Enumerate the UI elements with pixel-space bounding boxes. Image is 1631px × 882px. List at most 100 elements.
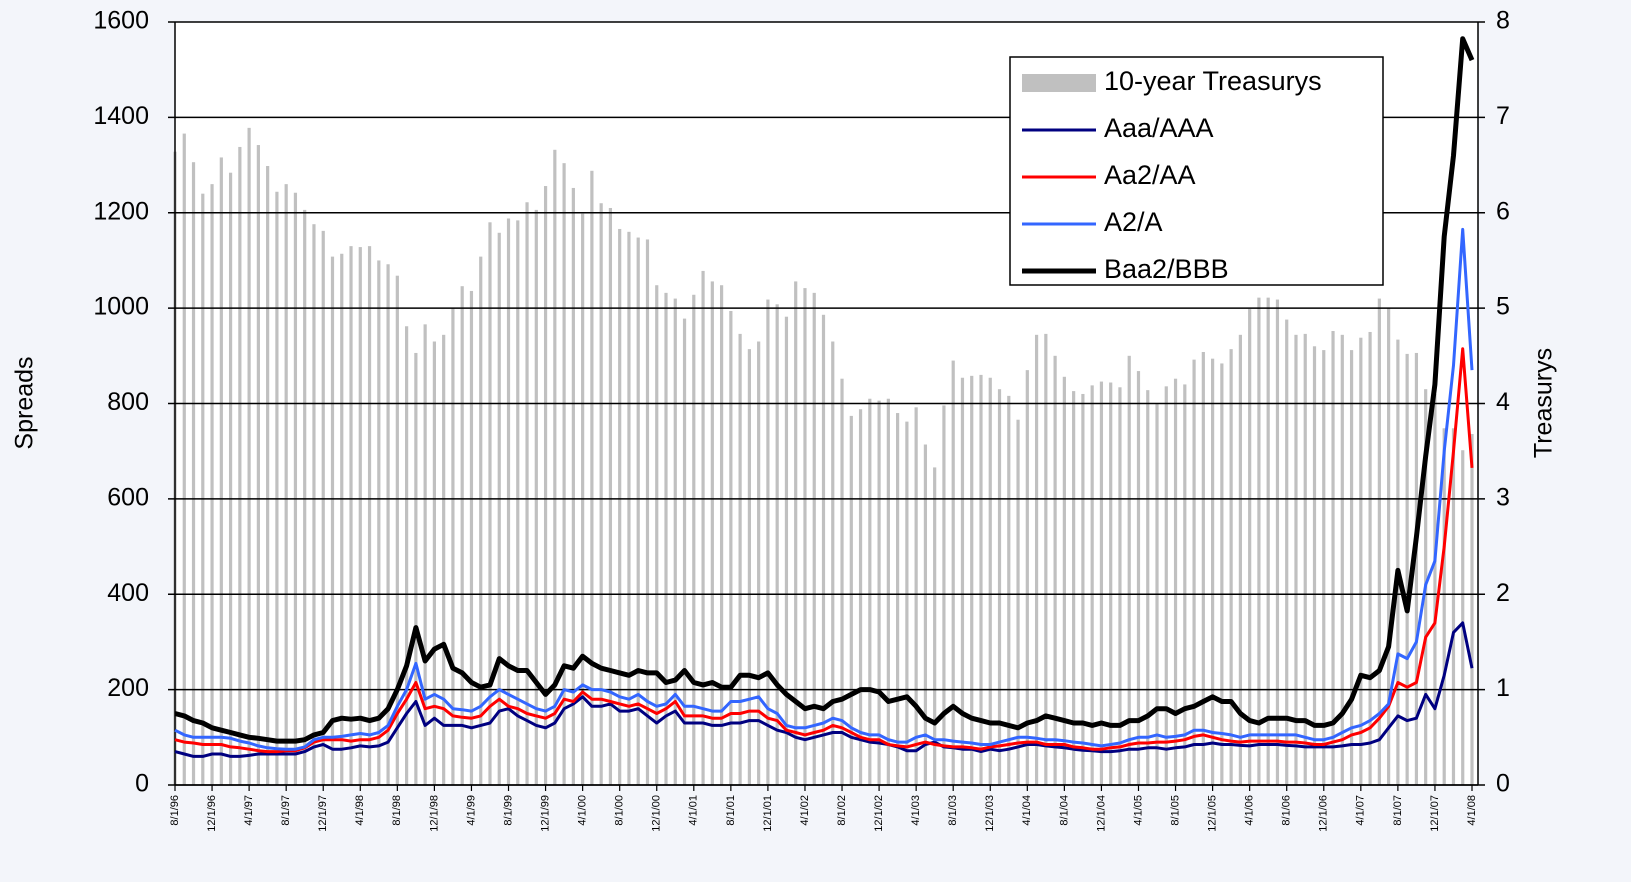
bar <box>1470 434 1474 785</box>
bar <box>405 326 409 785</box>
bar <box>1034 334 1039 785</box>
x-tick-label: 8/1/02 <box>836 795 848 826</box>
bar <box>858 409 863 785</box>
bar <box>395 275 399 785</box>
x-tick-label: 12/1/00 <box>651 795 663 832</box>
bar <box>747 349 751 785</box>
x-tick-label: 12/1/07 <box>1429 795 1441 832</box>
x-tick-label: 4/1/00 <box>577 795 589 826</box>
bar <box>1164 386 1168 785</box>
bar <box>349 246 353 786</box>
y-tick-label: 200 <box>107 674 149 702</box>
bar <box>1285 319 1289 785</box>
bar <box>979 374 983 785</box>
bar <box>1201 351 1205 785</box>
bar <box>275 191 279 785</box>
bar <box>432 341 436 785</box>
bar <box>627 231 631 785</box>
bar <box>386 264 390 785</box>
bar <box>284 184 288 785</box>
bar <box>330 256 335 785</box>
bar <box>497 232 501 785</box>
x-tick-label: 8/1/04 <box>1058 795 1070 826</box>
x-tick-label: 4/1/99 <box>465 795 477 826</box>
bar <box>488 222 492 786</box>
bar <box>469 290 474 785</box>
bar <box>738 333 742 785</box>
x-tick-label: 12/1/97 <box>317 795 329 832</box>
bar <box>877 400 881 785</box>
bar <box>1044 333 1048 785</box>
bar <box>1442 428 1446 785</box>
bar <box>729 310 733 785</box>
bar <box>794 281 798 785</box>
y2-tick-label: 5 <box>1496 293 1510 321</box>
bar <box>970 375 974 785</box>
bar <box>377 260 381 785</box>
x-tick-label: 8/1/99 <box>502 795 514 826</box>
bar <box>210 184 214 785</box>
bar <box>256 145 260 785</box>
bar <box>367 246 372 786</box>
bar <box>1025 370 1029 785</box>
bar <box>1053 355 1057 785</box>
bar <box>293 192 298 785</box>
bar <box>664 292 668 785</box>
bar <box>562 163 566 785</box>
bar <box>1433 393 1437 785</box>
bar <box>655 285 659 785</box>
bar <box>516 220 520 785</box>
bar <box>821 314 826 785</box>
legend-label: Aaa/AAA <box>1104 113 1214 143</box>
bar <box>1192 359 1196 785</box>
x-tick-label: 12/1/03 <box>984 795 996 832</box>
bar <box>590 170 594 785</box>
x-tick-label: 4/1/07 <box>1355 795 1367 826</box>
x-tick-label: 4/1/06 <box>1244 795 1256 826</box>
x-tick-label: 8/1/98 <box>391 795 403 826</box>
series-line <box>174 227 1474 751</box>
x-tick-label: 12/1/06 <box>1318 795 1330 832</box>
x-tick-label: 8/1/03 <box>947 795 959 826</box>
x-tick-label: 4/1/01 <box>688 795 700 826</box>
bar <box>803 288 807 785</box>
bar <box>914 407 918 785</box>
bar <box>1211 358 1215 785</box>
x-tick-label: 12/1/99 <box>539 795 551 832</box>
bar <box>673 298 677 785</box>
bar <box>228 172 233 785</box>
y-axis-title: Spreads <box>11 356 39 449</box>
bar <box>1099 381 1104 785</box>
bar <box>599 203 603 785</box>
bar <box>1127 355 1131 785</box>
bar <box>423 324 427 785</box>
bar <box>1266 297 1270 785</box>
bar <box>766 299 770 785</box>
bar <box>757 341 761 785</box>
bar <box>553 149 557 786</box>
bar <box>1118 387 1122 785</box>
bar <box>479 256 483 785</box>
bar <box>1136 371 1141 785</box>
bar <box>933 467 937 785</box>
bar <box>506 218 511 785</box>
bar <box>618 228 622 785</box>
y2-tick-label: 1 <box>1496 674 1510 702</box>
y2-tick-label: 7 <box>1496 102 1510 130</box>
bar <box>182 133 186 785</box>
x-tick-label: 8/1/01 <box>725 795 737 826</box>
bar <box>960 377 965 785</box>
bar <box>460 286 464 785</box>
y2-tick-label: 3 <box>1496 483 1510 511</box>
bar <box>951 360 955 785</box>
series-line <box>174 36 1475 744</box>
bar <box>1090 385 1094 785</box>
bar <box>1238 334 1242 785</box>
x-tick-label: 8/1/97 <box>280 795 292 826</box>
bar <box>1303 333 1307 785</box>
bar <box>534 209 538 786</box>
bar <box>219 157 223 785</box>
bar <box>692 294 696 785</box>
y2-tick-label: 4 <box>1496 388 1510 416</box>
